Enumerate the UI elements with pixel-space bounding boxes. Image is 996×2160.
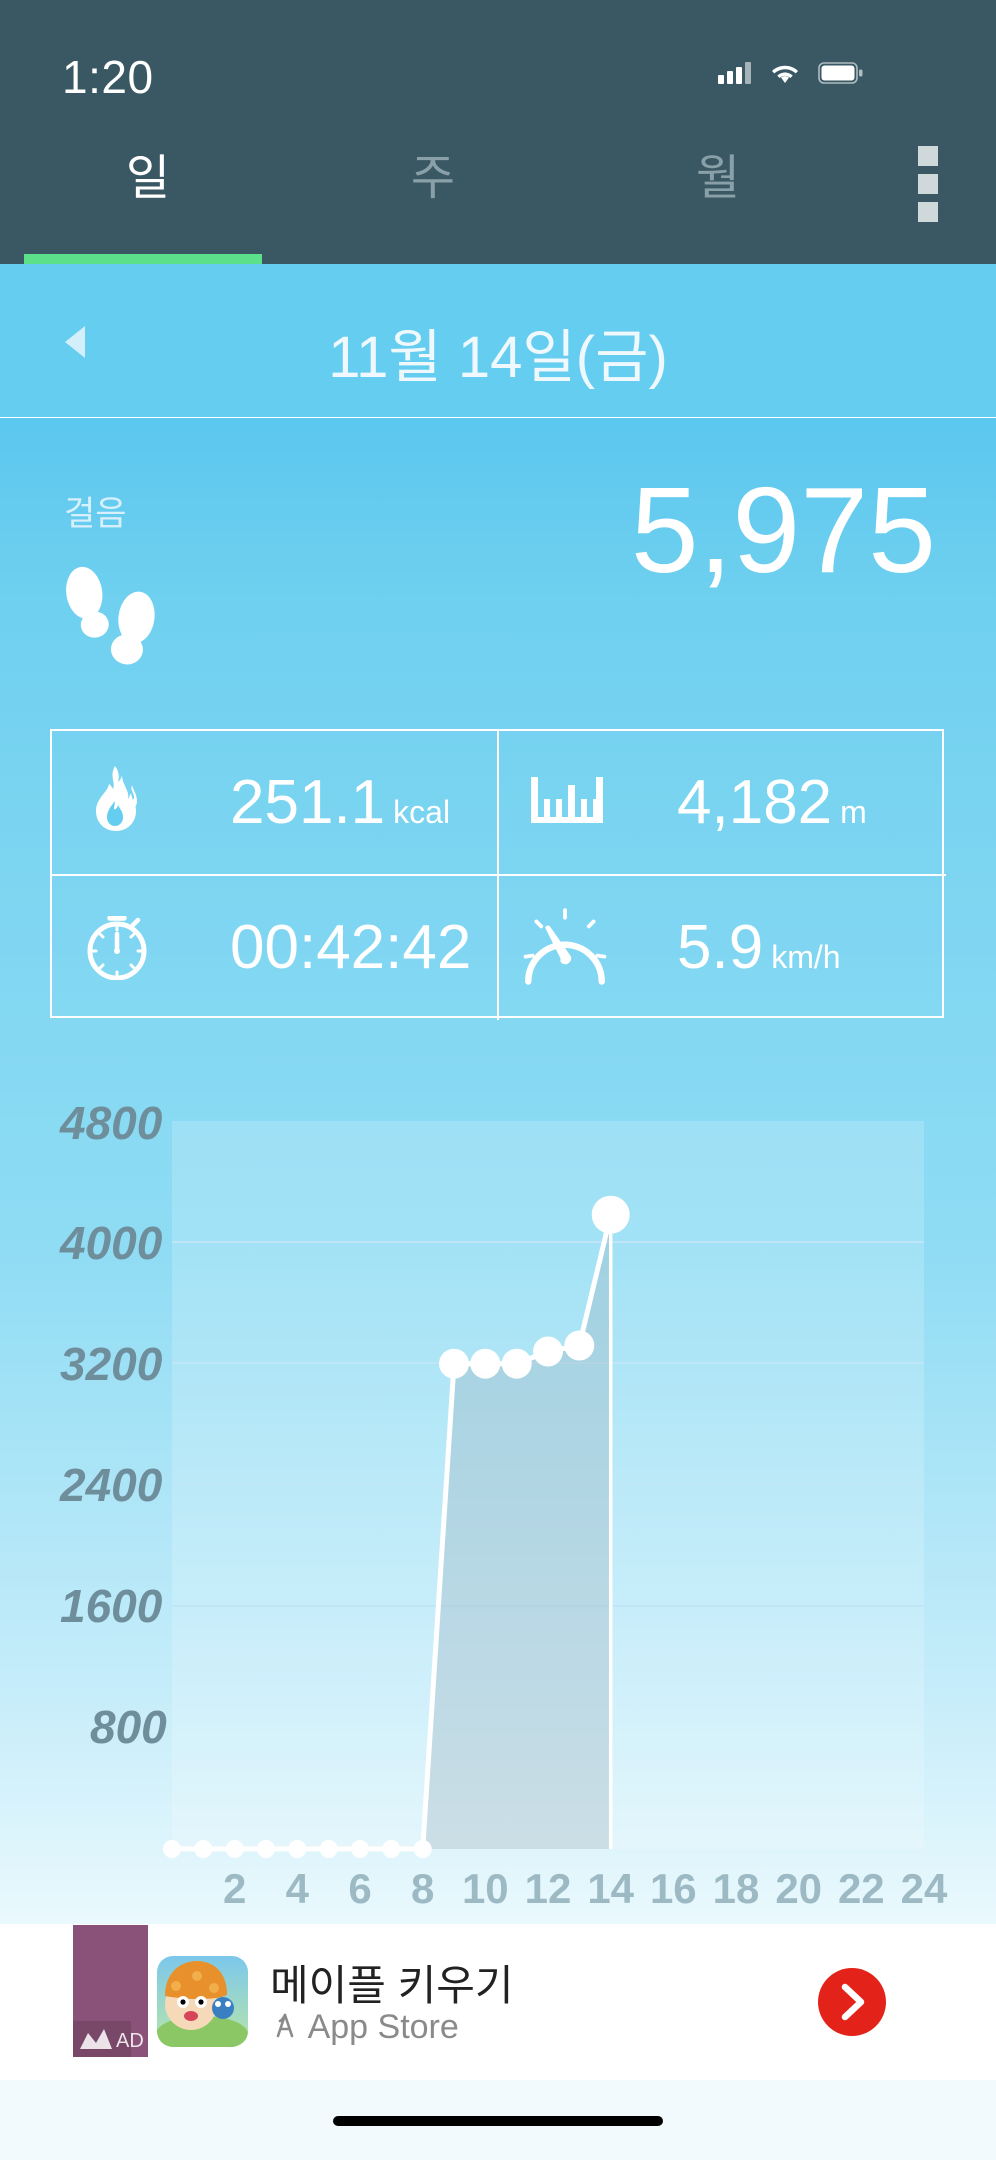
svg-text:24: 24 — [901, 1865, 948, 1912]
svg-text:18: 18 — [713, 1865, 760, 1912]
svg-text:8: 8 — [411, 1865, 434, 1912]
svg-text:10: 10 — [462, 1865, 509, 1912]
svg-text:4: 4 — [286, 1865, 310, 1912]
svg-text:22: 22 — [838, 1865, 885, 1912]
svg-text:14: 14 — [587, 1865, 634, 1912]
svg-text:2: 2 — [223, 1865, 246, 1912]
svg-text:12: 12 — [525, 1865, 572, 1912]
svg-text:16: 16 — [650, 1865, 697, 1912]
svg-text:20: 20 — [775, 1865, 822, 1912]
svg-text:6: 6 — [348, 1865, 371, 1912]
